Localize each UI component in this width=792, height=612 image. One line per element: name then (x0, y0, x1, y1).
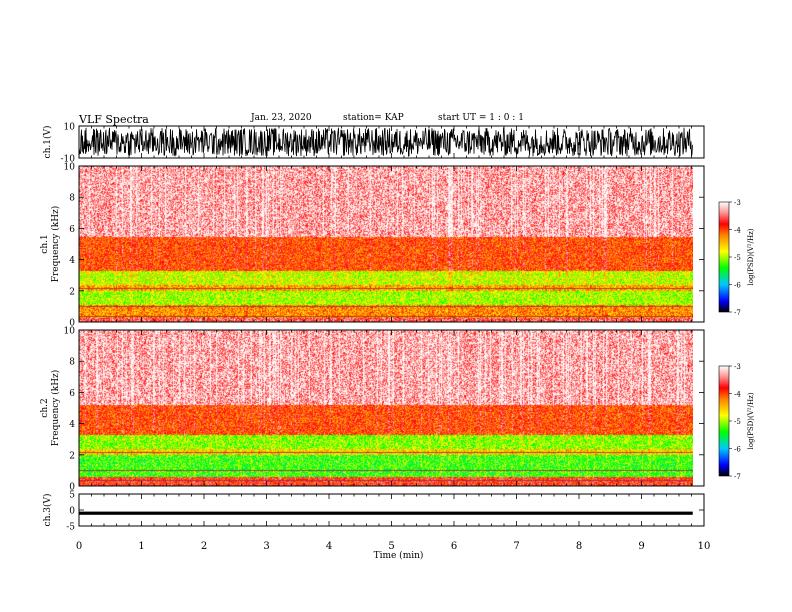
ch3-y-axis-label: ch.3(V) (42, 494, 53, 527)
ch2-colorbar (718, 365, 730, 477)
y-tick-label: 4 (69, 420, 75, 430)
x-axis-label: Time (min) (374, 550, 424, 561)
x-tick-label: 10 (698, 541, 711, 552)
y-tick-label: 2 (69, 287, 75, 297)
x-tick-label: 2 (201, 541, 207, 552)
y-tick-label: 10 (64, 163, 76, 173)
ch1-colorbar-label: log(PSD)(V²/Hz) (747, 228, 755, 285)
ch1-y-axis-label: ch.1(V) (42, 126, 53, 159)
y-tick-label: 0 (69, 507, 75, 517)
colorbar-tick-label: -6 (734, 446, 741, 454)
x-tick-label: 8 (576, 541, 582, 552)
x-tick-label: 0 (76, 541, 82, 552)
ch1-waveform-trace (78, 126, 693, 157)
ch2-spectrogram-image (79, 330, 693, 486)
chart-title: VLF Spectra (79, 113, 149, 126)
colorbar-tick-label: -4 (734, 391, 741, 399)
ch2-spec-y-axis-label: Frequency (kHz) (50, 370, 61, 447)
station-label: station= KAP (343, 113, 404, 123)
y-tick-label: 10 (64, 123, 76, 133)
x-tick-label: 3 (263, 541, 269, 552)
ch2-spec-channel-label: ch.2 (40, 398, 50, 417)
x-tick-label: 6 (451, 541, 457, 552)
ch1-spec-y-axis-label: Frequency (kHz) (50, 206, 61, 283)
y-tick-label: 5 (69, 491, 75, 501)
colorbar-tick-label: -7 (734, 309, 741, 317)
ch1-spectrogram-image (79, 166, 693, 322)
y-tick-label: 4 (69, 256, 75, 266)
colorbar-tick-label: -3 (734, 199, 741, 207)
ch1-spec-channel-label: ch.1 (40, 234, 50, 253)
y-tick-label: 2 (69, 451, 75, 461)
start-time-label: start UT = 1 : 0 : 1 (438, 113, 524, 123)
y-tick-label: 8 (69, 358, 75, 368)
y-tick-label: 0 (69, 319, 75, 329)
x-tick-label: 9 (638, 541, 644, 552)
colorbar-tick-label: -3 (734, 363, 741, 371)
y-tick-label: 8 (69, 194, 75, 204)
ch1-colorbar (718, 201, 730, 313)
colorbar-tick-label: -5 (734, 254, 741, 262)
colorbar-tick-label: -5 (734, 418, 741, 426)
y-tick-label: 6 (69, 225, 75, 235)
colorbar-tick-label: -7 (734, 473, 741, 481)
date-label: Jan. 23, 2020 (251, 113, 312, 123)
x-tick-label: 7 (513, 541, 519, 552)
colorbar-tick-label: -4 (734, 227, 741, 235)
y-tick-label: -5 (66, 523, 75, 533)
y-tick-label: 6 (69, 389, 75, 399)
x-tick-label: 1 (138, 541, 144, 552)
y-tick-label: 0 (69, 483, 75, 493)
ch2-colorbar-label: log(PSD)(V²/Hz) (747, 392, 755, 449)
x-tick-label: 5 (388, 541, 394, 552)
ch3-waveform-trace (79, 511, 693, 515)
y-tick-label: -10 (61, 155, 76, 165)
x-tick-label: 4 (326, 541, 332, 552)
y-tick-label: 10 (64, 327, 76, 337)
colorbar-tick-label: -6 (734, 282, 741, 290)
